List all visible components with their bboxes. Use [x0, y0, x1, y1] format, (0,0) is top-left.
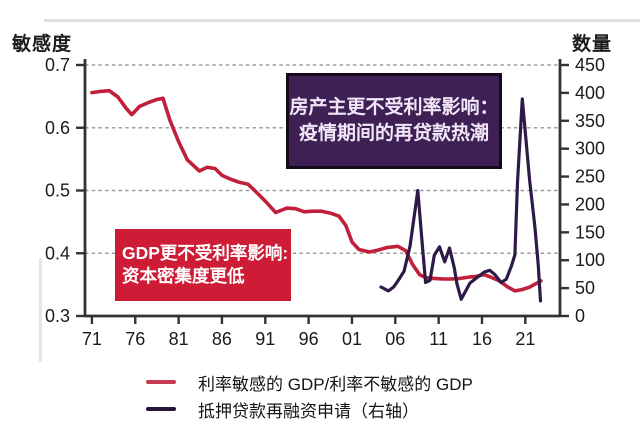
left-tick-label: 0.6: [45, 118, 70, 138]
x-tick-label: 81: [169, 329, 189, 349]
x-tick-label: 86: [212, 329, 232, 349]
left-tick-label: 0.7: [45, 55, 70, 75]
x-tick-label: 71: [82, 329, 102, 349]
right-tick-label: 100: [575, 250, 605, 270]
left-axis-title: 敏感度: [12, 34, 73, 55]
right-tick-label: 450: [575, 55, 605, 75]
legend-label-gdp: 利率敏感的 GDP/利率不敏感的 GDP: [198, 374, 473, 394]
red-line-swatch: [146, 379, 176, 385]
right-tick-label: 250: [575, 167, 605, 187]
gdp-sensitivity-line: [90, 88, 543, 293]
annotation-refi-line2: 疫情期间的再贷款热潮: [298, 123, 489, 144]
legend-item-refi: 抵押贷款再融资申请（右轴）: [146, 399, 473, 421]
right-tick-label: 350: [575, 111, 605, 131]
legend-item-gdp: 利率敏感的 GDP/利率不敏感的 GDP: [146, 372, 473, 394]
x-tick-label: 11: [429, 329, 448, 349]
x-tick-label: 16: [472, 329, 492, 349]
legend-label-refi: 抵押贷款再融资申请（右轴）: [198, 401, 419, 421]
x-tick-label: 91: [255, 329, 275, 349]
right-tick-label: 0: [575, 306, 585, 326]
x-tick-label: 76: [125, 329, 145, 349]
left-tick-label: 0.5: [45, 181, 70, 201]
x-tick-label: 06: [385, 329, 405, 349]
legend: 利率敏感的 GDP/利率不敏感的 GDP 抵押贷款再融资申请（右轴）: [146, 372, 473, 421]
right-tick-label: 200: [575, 194, 605, 214]
x-tick-label: 96: [299, 329, 319, 349]
left-border-line: [39, 258, 42, 362]
mortgage-refi-line: [379, 97, 543, 303]
top-border-line: [44, 19, 640, 22]
right-tick-label: 150: [575, 222, 605, 242]
annotation-refi-boom-box: 房产主更不受利率影响： 疫情期间的再贷款热潮: [286, 73, 502, 169]
left-tick-label: 0.4: [45, 243, 70, 263]
purple-line-swatch: [146, 406, 176, 412]
right-tick-label: 50: [575, 278, 595, 298]
annotation-refi-line1: 房产主更不受利率影响：: [289, 97, 499, 118]
annotation-gdp-line2: 资本密集度更低: [122, 266, 245, 286]
x-tick-label: 21: [515, 329, 535, 349]
annotation-gdp-line1: GDP更不受利率影响:: [122, 243, 289, 263]
left-tick-label: 0.3: [45, 306, 70, 326]
x-tick-label: 01: [342, 329, 362, 349]
right-tick-label: 400: [575, 83, 605, 103]
annotation-gdp-box: GDP更不受利率影响: 资本密集度更低: [115, 229, 291, 301]
right-axis-title: 数量: [571, 34, 612, 55]
right-tick-label: 300: [575, 139, 605, 159]
